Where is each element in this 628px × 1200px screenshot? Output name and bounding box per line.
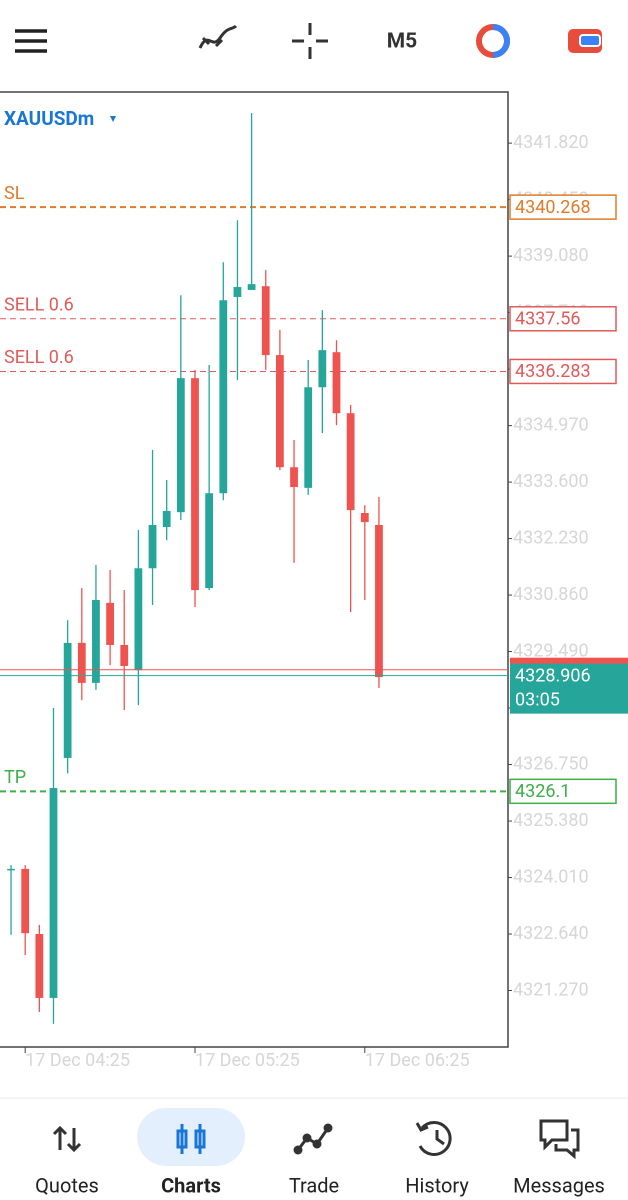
candle-body: [304, 387, 313, 488]
x-tick-label: 17 Dec 04:25: [25, 1050, 130, 1071]
y-tick-label: 4341.820: [513, 132, 589, 153]
level-price-label: 4337.56: [515, 309, 580, 330]
level-price-box: [509, 306, 617, 332]
nav-tab-label[interactable]: Messages: [513, 1173, 605, 1197]
trade-icon: [293, 1123, 333, 1155]
bid-price-box: [510, 663, 628, 714]
candle-body: [120, 644, 129, 666]
y-tick-label: 4339.080: [513, 245, 589, 266]
history-icon: [415, 1120, 452, 1156]
y-tick-label: 4326.750: [513, 753, 589, 774]
candle-body: [318, 350, 327, 388]
charts-icon: [176, 1124, 206, 1154]
candle-body: [247, 284, 256, 290]
candle-body: [290, 467, 298, 488]
y-tick-label: 4334.970: [513, 414, 589, 435]
x-tick-label: 17 Dec 05:25: [195, 1050, 300, 1071]
candle-body: [276, 355, 284, 468]
nav-tab-label[interactable]: History: [405, 1173, 469, 1197]
candle-body: [49, 788, 58, 998]
y-tick-label: 4325.380: [513, 810, 589, 831]
candle-body: [134, 568, 143, 671]
menu-button[interactable]: [15, 29, 47, 53]
objects-button[interactable]: [476, 24, 511, 58]
level-label: TP: [4, 767, 26, 788]
y-tick-label: 4321.270: [513, 979, 589, 1000]
candle-body: [63, 642, 72, 758]
candle-body: [346, 413, 355, 511]
level-price-box: [509, 358, 617, 385]
level-label: SL: [4, 183, 25, 204]
level-price-label: 4326.1: [515, 781, 570, 802]
level-price-box: [509, 778, 617, 805]
bid-price-label: 4328.906: [515, 665, 591, 686]
candle-body: [205, 493, 214, 589]
candle-body: [261, 286, 270, 356]
level-price-box: [509, 194, 617, 220]
trade-button[interactable]: [568, 29, 602, 53]
y-tick-label: 4329.490: [513, 640, 589, 661]
candle-body: [35, 934, 44, 998]
candle-body: [191, 378, 199, 591]
candle-body: [148, 524, 157, 569]
level-price-label: 4340.268: [515, 197, 591, 218]
active-tab-pill: [137, 1108, 245, 1166]
quotes-icon: [52, 1125, 82, 1153]
candle-body: [176, 378, 185, 513]
candle-body: [219, 300, 228, 494]
candle-body: [77, 642, 86, 683]
candle-body: [106, 602, 114, 645]
symbol-dropdown-arrow[interactable]: [110, 116, 116, 122]
level-price-label: 4336.283: [515, 361, 591, 382]
candle-body: [375, 524, 383, 678]
symbol-label[interactable]: XAUUSDm: [4, 107, 94, 130]
indicators-button[interactable]: [198, 24, 238, 49]
y-tick-label: 4330.860: [513, 584, 589, 605]
candle-body: [21, 868, 30, 934]
chart-frame: [0, 91, 509, 1048]
nav-tab-label[interactable]: Quotes: [35, 1173, 99, 1197]
y-tick-label: 4322.640: [513, 923, 589, 944]
candle-body: [332, 352, 341, 414]
y-tick-label: 4324.010: [513, 866, 589, 887]
bar-timer: 03:05: [515, 689, 560, 710]
messages-icon: [539, 1119, 580, 1160]
candle-body: [360, 513, 369, 523]
timeframe-button[interactable]: M5: [387, 30, 417, 54]
level-label: SELL 0.6: [4, 347, 74, 368]
nav-tab-label[interactable]: Charts: [161, 1173, 221, 1197]
candle-body: [7, 868, 15, 871]
nav-tab-label[interactable]: Trade: [289, 1173, 339, 1197]
candle-body: [233, 287, 242, 297]
y-tick-label: 4332.230: [513, 527, 589, 548]
crosshair-button[interactable]: [292, 23, 328, 59]
candle-body: [92, 600, 100, 683]
x-tick-label: 17 Dec 06:25: [365, 1050, 470, 1071]
level-label: SELL 0.6: [4, 295, 74, 316]
candle-body: [162, 510, 171, 528]
y-tick-label: 4333.600: [513, 471, 589, 492]
